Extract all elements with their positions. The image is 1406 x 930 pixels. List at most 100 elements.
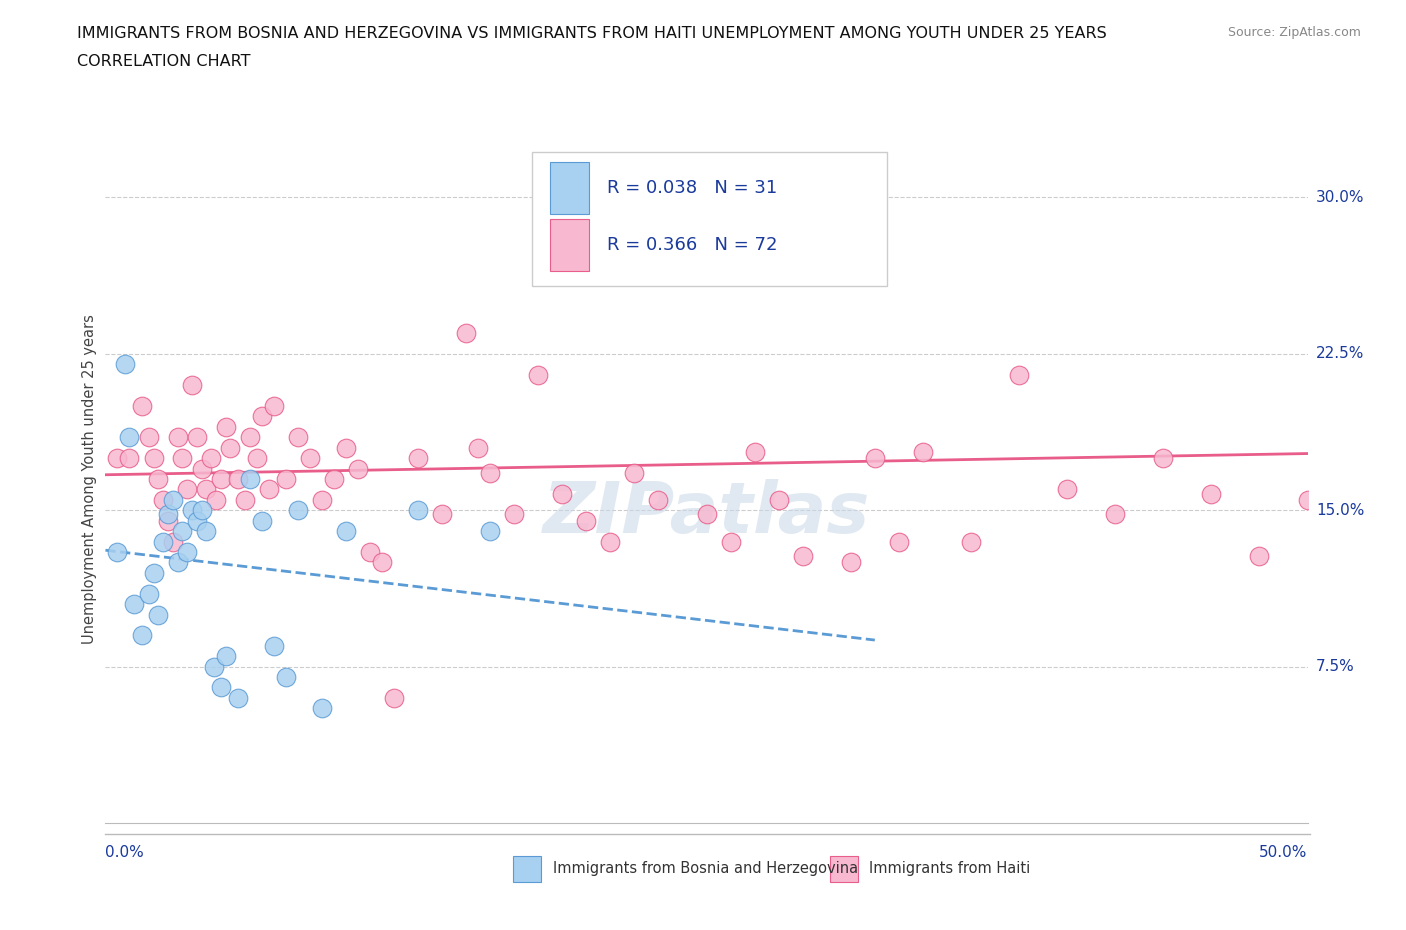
Point — [176, 482, 198, 497]
Point — [430, 507, 453, 522]
Point — [239, 430, 262, 445]
Point — [287, 503, 309, 518]
Point — [1296, 492, 1319, 507]
Text: 22.5%: 22.5% — [1316, 346, 1364, 362]
Point — [107, 544, 129, 559]
Point — [503, 507, 526, 522]
Point — [195, 482, 218, 497]
Point — [1249, 549, 1271, 564]
Point — [148, 607, 170, 622]
Point — [219, 440, 242, 455]
Point — [156, 513, 179, 528]
Point — [209, 680, 232, 695]
Point — [527, 367, 550, 382]
Text: 0.0%: 0.0% — [105, 845, 145, 860]
Point — [454, 326, 477, 340]
Point — [1320, 221, 1343, 236]
Point — [138, 430, 160, 445]
Text: 50.0%: 50.0% — [1260, 845, 1308, 860]
Point — [768, 492, 790, 507]
Point — [186, 513, 208, 528]
Point — [575, 513, 598, 528]
Point — [166, 430, 188, 445]
Point — [671, 257, 693, 272]
Point — [359, 544, 381, 559]
Point — [226, 472, 249, 486]
Point — [887, 534, 910, 549]
Bar — [550, 163, 589, 214]
Point — [335, 440, 357, 455]
Point — [311, 492, 333, 507]
Point — [172, 524, 194, 538]
Point — [156, 507, 179, 522]
Point — [214, 419, 236, 434]
Point — [131, 628, 153, 643]
Text: CORRELATION CHART: CORRELATION CHART — [77, 54, 250, 69]
Point — [744, 445, 766, 459]
Point — [960, 534, 983, 549]
Y-axis label: Unemployment Among Youth under 25 years: Unemployment Among Youth under 25 years — [82, 314, 97, 644]
Point — [181, 503, 204, 518]
Point — [322, 472, 344, 486]
Point — [148, 472, 170, 486]
Point — [107, 451, 129, 466]
Point — [263, 399, 285, 414]
Point — [226, 690, 249, 705]
Point — [911, 445, 934, 459]
Point — [124, 597, 146, 612]
Point — [815, 200, 838, 215]
Point — [274, 472, 297, 486]
Point — [202, 659, 225, 674]
Point — [152, 492, 174, 507]
Text: Source: ZipAtlas.com: Source: ZipAtlas.com — [1227, 26, 1361, 39]
Point — [1201, 486, 1223, 501]
Point — [1056, 482, 1078, 497]
Point — [166, 555, 188, 570]
Point — [479, 465, 502, 480]
Bar — [533, 152, 887, 286]
Point — [162, 492, 184, 507]
Point — [190, 461, 212, 476]
Point — [181, 378, 204, 392]
Point — [239, 472, 262, 486]
Point — [696, 507, 718, 522]
Point — [599, 534, 621, 549]
Text: ZIPatlas: ZIPatlas — [543, 479, 870, 548]
Text: 15.0%: 15.0% — [1316, 503, 1364, 518]
Point — [335, 524, 357, 538]
Point — [371, 555, 394, 570]
Point — [142, 451, 165, 466]
Point — [195, 524, 218, 538]
Point — [190, 503, 212, 518]
Point — [551, 486, 574, 501]
Point — [1368, 340, 1391, 355]
Text: IMMIGRANTS FROM BOSNIA AND HERZEGOVINA VS IMMIGRANTS FROM HAITI UNEMPLOYMENT AMO: IMMIGRANTS FROM BOSNIA AND HERZEGOVINA V… — [77, 26, 1107, 41]
Point — [176, 544, 198, 559]
Point — [152, 534, 174, 549]
Point — [162, 534, 184, 549]
Point — [131, 399, 153, 414]
Text: 30.0%: 30.0% — [1316, 190, 1364, 205]
Point — [186, 430, 208, 445]
Text: Immigrants from Haiti: Immigrants from Haiti — [869, 861, 1031, 876]
Point — [263, 638, 285, 653]
Text: R = 0.366   N = 72: R = 0.366 N = 72 — [607, 236, 778, 254]
Point — [863, 451, 886, 466]
Point — [382, 690, 405, 705]
Point — [246, 451, 269, 466]
Point — [138, 586, 160, 601]
Point — [1008, 367, 1031, 382]
Text: Immigrants from Bosnia and Herzegovina: Immigrants from Bosnia and Herzegovina — [553, 861, 858, 876]
Point — [839, 555, 862, 570]
Point — [1152, 451, 1174, 466]
Point — [406, 503, 429, 518]
Point — [172, 451, 194, 466]
Bar — [550, 219, 589, 272]
Point — [142, 565, 165, 580]
Point — [623, 465, 645, 480]
Text: R = 0.038   N = 31: R = 0.038 N = 31 — [607, 179, 778, 197]
Text: 7.5%: 7.5% — [1316, 659, 1354, 674]
Point — [118, 451, 141, 466]
Point — [406, 451, 429, 466]
Point — [347, 461, 370, 476]
